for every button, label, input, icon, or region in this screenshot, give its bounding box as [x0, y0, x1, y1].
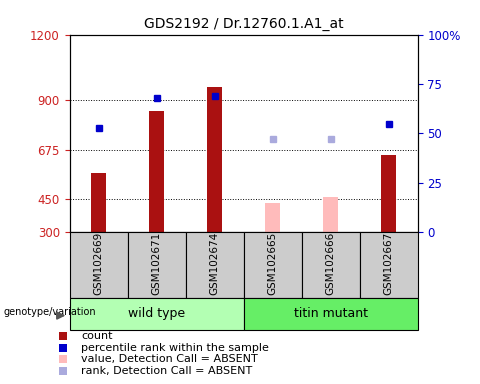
- Text: GSM102667: GSM102667: [384, 232, 394, 295]
- Text: count: count: [81, 331, 112, 341]
- Text: GSM102669: GSM102669: [94, 232, 104, 295]
- Bar: [243, 298, 418, 330]
- Text: wild type: wild type: [128, 308, 185, 320]
- Text: titin mutant: titin mutant: [294, 308, 368, 320]
- Bar: [265, 203, 280, 232]
- Text: GSM102666: GSM102666: [325, 232, 336, 295]
- Bar: [186, 232, 243, 298]
- Title: GDS2192 / Dr.12760.1.A1_at: GDS2192 / Dr.12760.1.A1_at: [144, 17, 343, 31]
- Text: percentile rank within the sample: percentile rank within the sample: [81, 343, 269, 353]
- Text: GSM102665: GSM102665: [268, 232, 277, 295]
- Bar: [207, 87, 222, 232]
- Text: genotype/variation: genotype/variation: [3, 307, 96, 317]
- Text: GSM102671: GSM102671: [152, 232, 162, 295]
- Text: value, Detection Call = ABSENT: value, Detection Call = ABSENT: [81, 354, 258, 364]
- Bar: [301, 232, 360, 298]
- Bar: [324, 197, 338, 232]
- Bar: [91, 173, 106, 232]
- Text: GSM102674: GSM102674: [210, 232, 219, 295]
- Bar: [381, 156, 396, 232]
- Text: rank, Detection Call = ABSENT: rank, Detection Call = ABSENT: [81, 366, 252, 376]
- Bar: [149, 111, 164, 232]
- Bar: [70, 232, 128, 298]
- Bar: [128, 232, 186, 298]
- Bar: [243, 232, 301, 298]
- Bar: [70, 298, 243, 330]
- Bar: [360, 232, 418, 298]
